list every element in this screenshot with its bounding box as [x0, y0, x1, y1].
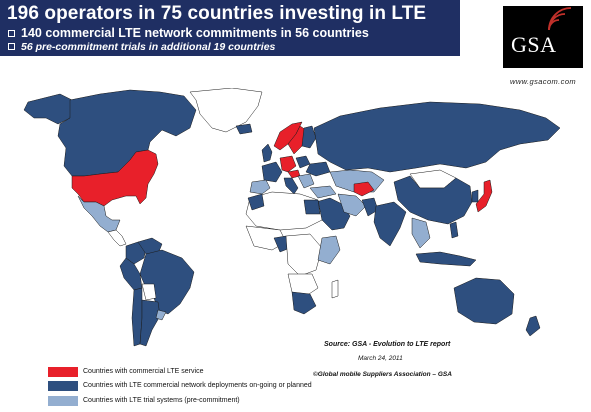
country-iran: [337, 193, 367, 217]
country-balkans: [297, 173, 315, 189]
country-new-zealand: [525, 315, 541, 337]
country-uruguay: [155, 309, 167, 321]
subtitle-commitments-text: 140 commercial LTE network commitments i…: [21, 26, 369, 40]
logo-text: GSA: [511, 32, 557, 57]
country-iceland: [235, 123, 253, 135]
country-southeast-asia: [411, 217, 431, 249]
subtitle-trials: 56 pre-commitment trials in additional 1…: [8, 41, 275, 53]
legend-swatch: [48, 381, 78, 391]
country-uzbekistan[interactable]: [353, 181, 375, 197]
subtitle-commitments: 140 commercial LTE network commitments i…: [8, 26, 369, 40]
subtitle-trials-text: 56 pre-commitment trials in additional 1…: [21, 41, 276, 53]
country-alaska: [23, 93, 73, 125]
country-middle-east: [315, 197, 351, 231]
country-madagascar: [331, 279, 339, 299]
legend-label: Countries with LTE commercial network de…: [83, 382, 312, 389]
country-indonesia: [415, 251, 477, 267]
country-italy: [283, 177, 299, 195]
copyright-text: ©Global mobile Suppliers Association – G…: [313, 371, 452, 378]
country-egypt: [303, 199, 321, 215]
checkbox-bullet-icon: [8, 30, 15, 37]
legend-swatch: [48, 367, 78, 377]
legend-swatch: [48, 396, 78, 406]
country-mexico: [77, 195, 121, 233]
legend-label: Countries with commercial LTE service: [83, 368, 204, 375]
website-link[interactable]: www.gsacom.com: [510, 77, 577, 86]
country-central-america: [107, 229, 127, 247]
country-ukraine: [305, 161, 331, 177]
country-japan[interactable]: [475, 179, 493, 213]
country-morocco: [247, 193, 265, 211]
country-finland: [301, 125, 317, 149]
country-turkey: [309, 185, 337, 199]
checkbox-bullet-icon: [8, 43, 15, 50]
country-australia: [453, 277, 515, 325]
country-north-africa: [245, 191, 323, 231]
country-russia: [313, 101, 561, 173]
gsa-logo: GSA: [503, 6, 583, 68]
country-india: [373, 201, 407, 247]
country-poland: [295, 155, 311, 169]
country-greenland: [189, 88, 263, 133]
country-peru: [119, 257, 143, 291]
country-korea: [471, 189, 479, 203]
country-venezuela: [137, 237, 163, 255]
world-map: [23, 88, 561, 347]
country-central-africa: [285, 233, 323, 277]
country-spain: [249, 179, 271, 195]
page-title: 196 operators in 75 countries investing …: [7, 3, 427, 24]
country-east-africa: [317, 235, 341, 265]
country-france: [261, 161, 283, 183]
legend-label: Countries with LTE trial systems (pre-co…: [83, 397, 240, 404]
country-uk: [261, 143, 273, 163]
country-germany[interactable]: [279, 155, 297, 173]
title-banner: 196 operators in 75 countries investing …: [0, 0, 460, 56]
country-south-africa: [291, 291, 317, 315]
signal-waves-icon: [548, 7, 572, 31]
country-argentina: [139, 299, 161, 347]
country-southern-africa: [287, 273, 319, 297]
country-philippines: [449, 221, 459, 239]
map-date: March 24, 2011: [358, 355, 403, 362]
map-source: Source: GSA - Evolution to LTE report: [324, 341, 451, 348]
country-bolivia: [141, 283, 157, 301]
